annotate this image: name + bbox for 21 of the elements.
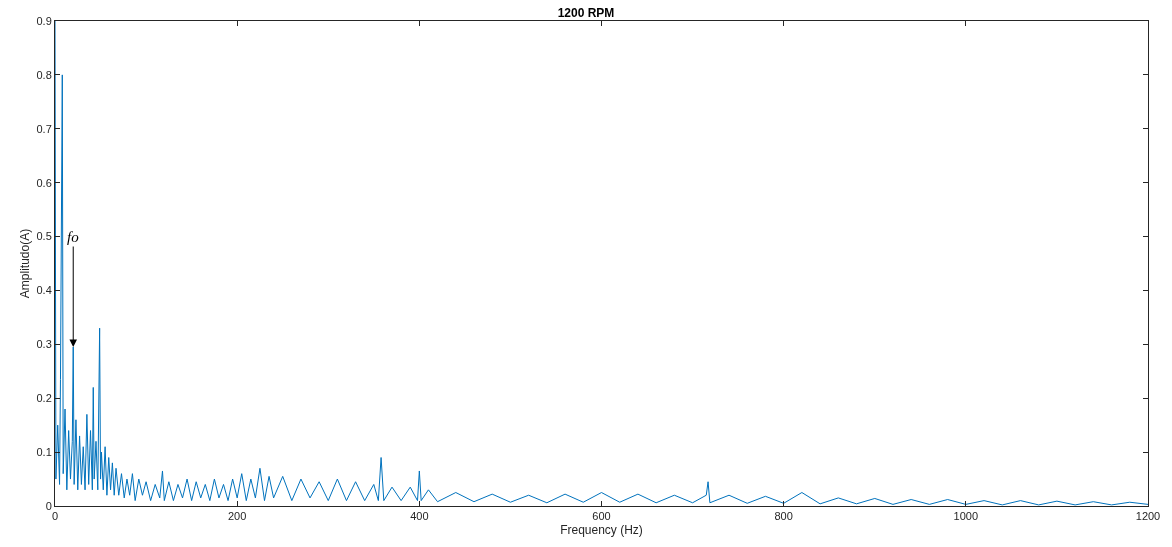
y-axis-title: Amplitudo(A) bbox=[17, 228, 32, 299]
x-tick-label: 1000 bbox=[953, 510, 979, 523]
y-tick-label: 0.7 bbox=[36, 122, 52, 135]
y-tick-label: 0.6 bbox=[36, 176, 52, 189]
y-tick-label: 0.3 bbox=[36, 338, 52, 351]
x-tick-label: 400 bbox=[410, 510, 429, 523]
chart-title: 1200 RPM bbox=[557, 5, 615, 20]
y-tick-label: 0.8 bbox=[36, 68, 52, 81]
y-tick-label: 0.9 bbox=[36, 14, 52, 27]
x-axis-title: Frequency (Hz) bbox=[560, 523, 643, 538]
y-tick-label: 0.4 bbox=[36, 284, 52, 297]
x-tick-label: 600 bbox=[592, 510, 611, 523]
y-tick-label: 0.2 bbox=[36, 392, 52, 405]
line-series bbox=[55, 21, 1148, 506]
y-tick-label: 0 bbox=[45, 499, 52, 512]
y-tick-label: 0.1 bbox=[36, 445, 52, 458]
x-tick-label: 200 bbox=[227, 510, 247, 523]
annotation: fo bbox=[67, 229, 80, 245]
x-tick-label: 800 bbox=[774, 510, 793, 523]
x-tick-label: 1200 bbox=[1135, 510, 1161, 523]
y-tick-label: 0.5 bbox=[36, 230, 52, 243]
